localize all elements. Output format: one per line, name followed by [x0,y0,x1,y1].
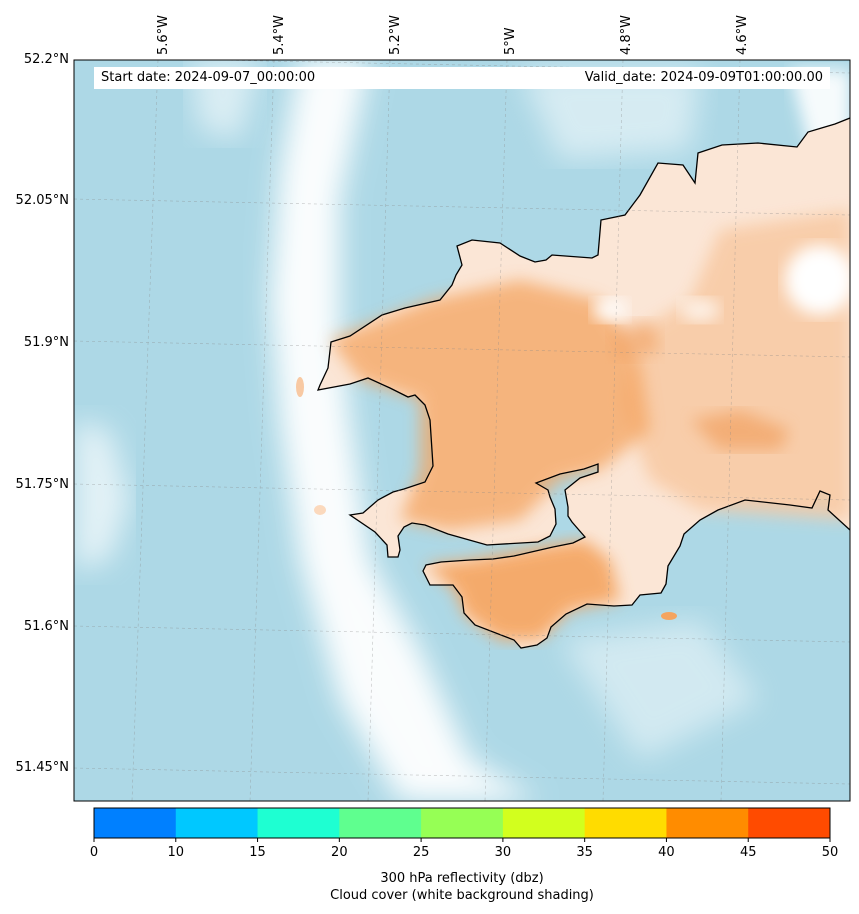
colorbar-tick-label: 0 [89,845,99,860]
lon-label: 5°W [503,27,518,55]
colorbar-tick-label: 20 [331,845,348,860]
colorbar-tick-label: 10 [167,845,185,860]
colorbar-tick-label: 45 [739,845,757,860]
colorbar-segment [257,808,340,838]
lat-label: 51.6°N [23,619,69,634]
colorbar-segment [94,808,177,838]
lon-label: 4.6°W [735,14,750,55]
colorbar-tick-label: 30 [494,845,512,860]
colorbar-segment [502,808,586,838]
colorbar-segment [666,808,749,838]
lat-label: 51.9°N [23,335,69,350]
colorbar [93,807,831,842]
lon-label: 5.6°W [156,14,171,55]
colorbar-sublabel: Cloud cover (white background shading) [330,888,594,903]
valid-date-label: Valid_date: 2024-09-09T01:00:00.00 [584,70,823,85]
colorbar-tick-label: 50 [821,845,839,860]
colorbar-tick-label: 25 [412,845,430,860]
colorbar-segment [748,808,831,838]
map-area [74,60,850,801]
lat-label: 52.05°N [15,193,69,208]
map-frame [73,59,851,802]
lat-label: 52.2°N [23,52,69,67]
start-date-label: Start date: 2024-09-07_00:00:00 [101,70,316,85]
colorbar-segment [339,808,422,838]
lon-label: 5.2°W [388,14,403,55]
coastline [316,117,850,649]
colorbar-label: 300 hPa reflectivity (dbz) [380,871,544,886]
colorbar-tick-label: 35 [576,845,593,860]
cloud-cover-shading [74,60,850,801]
lon-label: 5.4°W [272,14,287,55]
lat-label: 51.45°N [15,760,69,775]
colorbar-segment [421,808,504,838]
colorbar-segment [584,808,667,838]
date-banner [94,67,830,89]
colorbar-tick-label: 40 [658,845,675,860]
colorbar-frame [93,807,831,839]
cloud-gaps [592,245,850,322]
lon-label: 4.8°W [619,14,634,55]
colorbar-segment [175,808,259,838]
lat-label: 51.75°N [15,477,69,492]
colorbar-tick-label: 15 [249,845,266,860]
